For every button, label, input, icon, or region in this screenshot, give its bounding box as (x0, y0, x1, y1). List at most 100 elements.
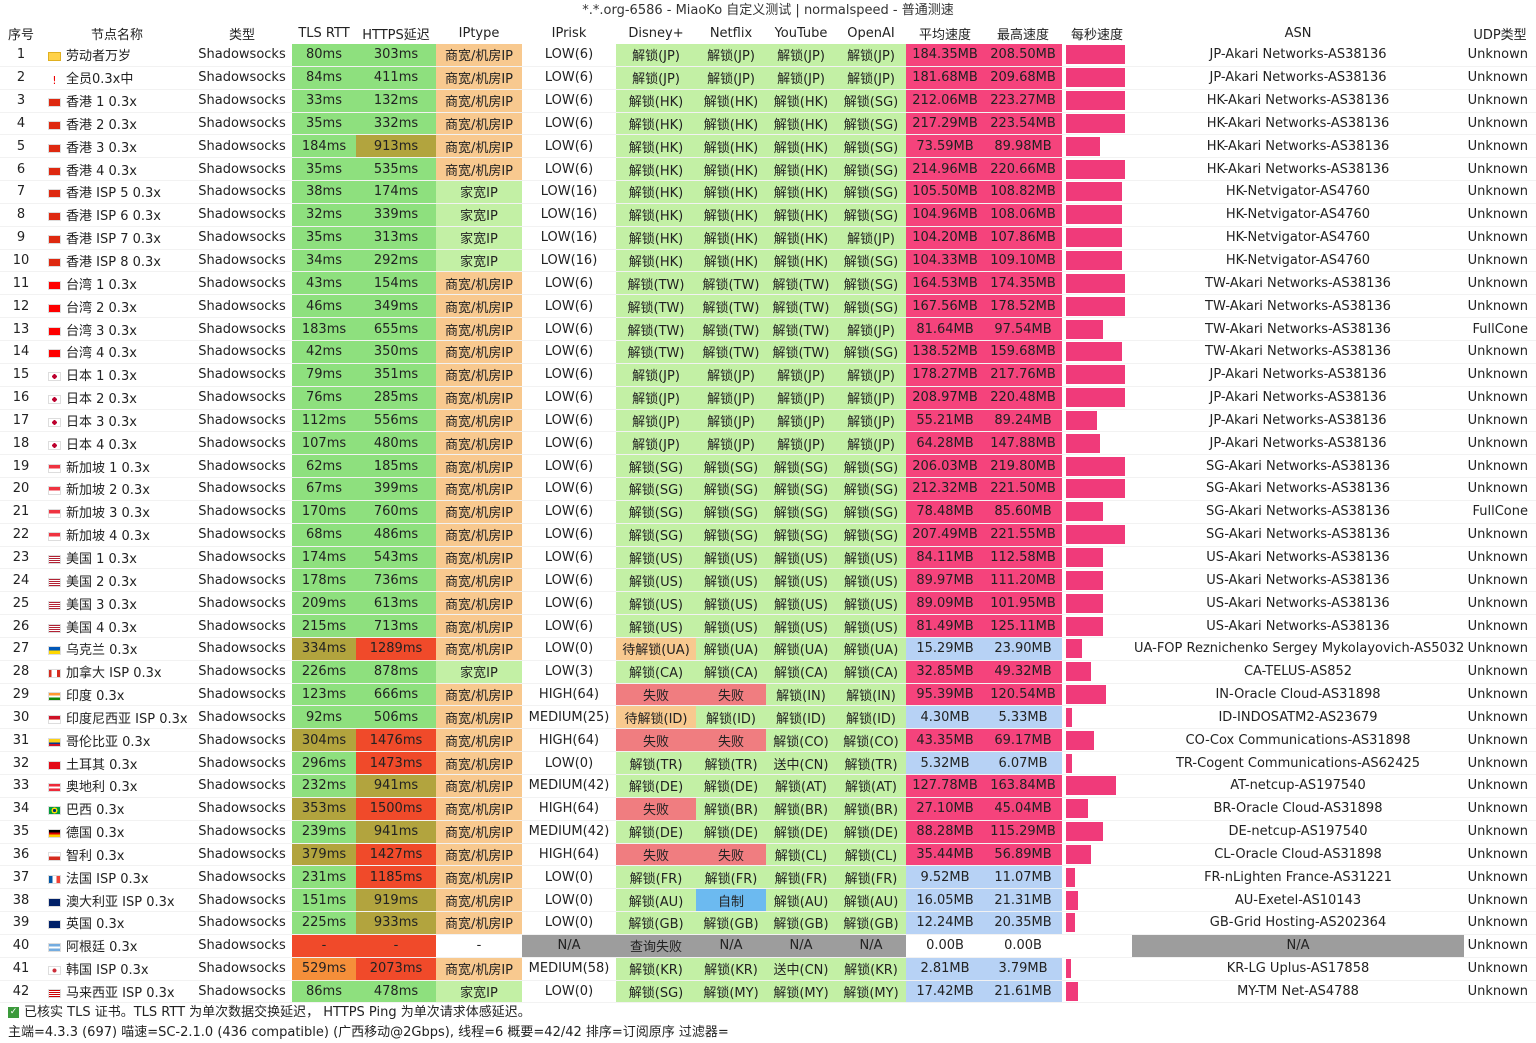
cell-type: Shadowsocks (192, 660, 292, 684)
cell-id: 2 (0, 66, 42, 90)
cell-iprisk: LOW(6) (522, 500, 616, 524)
col-header-openai[interactable]: OpenAI (847, 25, 895, 41)
table-row[interactable]: 26 美国 4 0.3x Shadowsocks 215ms 713ms 商宽/机房IP L… (0, 614, 1536, 638)
col-header-tls-rtt[interactable]: TLS RTT (298, 25, 350, 41)
table-row[interactable]: 11 台湾 1 0.3x Shadowsocks 43ms 154ms 商宽/机房IP LO… (0, 271, 1536, 296)
cell-tls-rtt-text: 62ms (306, 458, 342, 474)
col-header-max-speed[interactable]: 最高速度 (996, 27, 1049, 43)
table-row[interactable]: 32 土耳其 0.3x Shadowsocks 296ms 1473ms 商宽/机房IP L… (0, 751, 1536, 775)
table-row[interactable]: 7 香港 ISP 5 0.3x Shadowsocks 38ms 174ms 家宽IP LO… (0, 180, 1536, 204)
table-row[interactable]: 3 香港 1 0.3x Shadowsocks 33ms 132ms 商宽/机房IP LOW… (0, 89, 1536, 113)
cell-iprisk: LOW(6) (522, 614, 616, 638)
table-row[interactable]: 24 美国 2 0.3x Shadowsocks 178ms 736ms 商宽/机房IP L… (0, 568, 1536, 593)
per-second-speed-bar (1066, 433, 1101, 453)
cell-youtube: 解锁(UA) (766, 637, 836, 661)
col-header-avg-speed[interactable]: 平均速度 (918, 27, 971, 43)
table-row[interactable]: 29 印度 0.3x Shadowsocks 123ms 666ms 商宽/机房IP HIG… (0, 683, 1536, 707)
table-row[interactable]: 12 台湾 2 0.3x Shadowsocks 46ms 349ms 商宽/机房IP LO… (0, 294, 1536, 319)
table-row[interactable]: 30 印度尼西亚 ISP 0.3x Shadowsocks 92ms 506ms 商宽/机… (0, 705, 1536, 730)
table-row[interactable]: 39 英国 0.3x Shadowsocks 225ms 933ms 商宽/机房IP LOW… (0, 911, 1536, 935)
table-row[interactable]: 42 马来西亚 ISP 0.3x Shadowsocks 86ms 478ms 家宽IP L… (0, 980, 1536, 1004)
col-header-iptype[interactable]: IPtype (458, 25, 500, 41)
table-row[interactable]: 36 智利 0.3x Shadowsocks 379ms 1427ms 商宽/机房IP HI… (0, 843, 1536, 867)
cell-node-name-text: 英国 0.3x (66, 917, 125, 933)
col-header-name[interactable]: 节点名称 (90, 27, 143, 43)
table-row[interactable]: 41 韩国 ISP 0.3x Shadowsocks 529ms 2073ms 商宽/机房… (0, 957, 1536, 981)
table-row[interactable]: 2! 全员0.3x中 Shadowsocks 84ms 411ms 商宽/机房IP LOW(… (0, 66, 1536, 90)
table-row[interactable]: 31 哥伦比亚 0.3x Shadowsocks 304ms 1476ms 商宽/机房IP… (0, 728, 1536, 753)
cell-iprisk-text: LOW(6) (544, 115, 594, 131)
cell-disney: 解锁(HK) (616, 226, 696, 250)
col-header-per-second[interactable]: 每秒速度 (1070, 27, 1123, 43)
cell-asn-text: JP-Akari Networks-AS38136 (1209, 435, 1387, 451)
table-row[interactable]: 19 新加坡 1 0.3x Shadowsocks 62ms 185ms 商宽/机房IP L… (0, 454, 1536, 479)
table-row[interactable]: 13 台湾 3 0.3x Shadowsocks 183ms 655ms 商宽/机房IP L… (0, 317, 1536, 341)
table-row[interactable]: 16 日本 2 0.3x Shadowsocks 76ms 285ms 商宽/机房IP LO… (0, 386, 1536, 410)
table-row[interactable]: 4 香港 2 0.3x Shadowsocks 35ms 332ms 商宽/机房IP LOW… (0, 112, 1536, 136)
table-row[interactable]: 21 新加坡 3 0.3x Shadowsocks 170ms 760ms 商宽/机房IP… (0, 500, 1536, 524)
cell-netflix: 解锁(SG) (696, 523, 766, 547)
cell-id-text: 9 (16, 230, 26, 246)
cell-avg-speed: 217.29MB (906, 112, 984, 136)
cell-youtube: 解锁(FR) (766, 865, 836, 890)
col-header-https-latency[interactable]: HTTPS延迟 (362, 27, 430, 43)
cell-asn: BR-Oracle Cloud-AS31898 (1132, 797, 1464, 821)
cell-https-latency-text: 185ms (373, 458, 419, 474)
cell-tls-rtt-text: 170ms (301, 504, 347, 520)
table-row[interactable]: 38 澳大利亚 ISP 0.3x Shadowsocks 151ms 919ms 商宽/机… (0, 888, 1536, 913)
cell-youtube: 解锁(AT) (766, 774, 836, 798)
per-second-speed-bar (1066, 525, 1125, 545)
cell-iptype: 商宽/机房IP (436, 44, 522, 67)
gb-flag-icon (48, 920, 61, 930)
table-row[interactable]: 9 香港 ISP 7 0.3x Shadowsocks 35ms 313ms 家宽IP LO… (0, 226, 1536, 250)
col-header-iprisk[interactable]: IPrisk (551, 25, 587, 41)
col-header-udp[interactable]: UDP类型 (1473, 27, 1527, 43)
table-row[interactable]: 20 新加坡 2 0.3x Shadowsocks 67ms 399ms 商宽/机房IP L… (0, 477, 1536, 501)
cell-disney-text: 解锁(JP) (632, 437, 680, 453)
col-header-netflix[interactable]: Netflix (709, 25, 753, 41)
col-header-disney[interactable]: Disney+ (628, 25, 684, 41)
cell-node-name: 加拿大 ISP 0.3x (42, 660, 192, 684)
table-row[interactable]: 23 美国 1 0.3x Shadowsocks 174ms 543ms 商宽/机房IP L… (0, 546, 1536, 570)
table-row[interactable]: 27 乌克兰 0.3x Shadowsocks 334ms 1289ms 商宽/机房IP L… (0, 637, 1536, 661)
ua-flag-icon (48, 646, 61, 656)
table-row[interactable]: 37 法国 ISP 0.3x Shadowsocks 231ms 1185ms 商宽/机房… (0, 865, 1536, 890)
table-row[interactable]: 5 香港 3 0.3x Shadowsocks 184ms 913ms 商宽/机房IP LO… (0, 134, 1536, 159)
cell-iprisk-text: LOW(0) (544, 984, 594, 1000)
cell-max-speed-text: 11.07MB (994, 869, 1052, 885)
col-header-id[interactable]: 序号 (7, 27, 34, 43)
cell-iprisk-text: MEDIUM(25) (528, 709, 610, 725)
check-icon: ✓ (8, 1007, 19, 1019)
table-row[interactable]: 14 台湾 4 0.3x Shadowsocks 42ms 350ms 商宽/机房IP LO… (0, 340, 1536, 364)
cell-openai: 解锁(KR) (836, 957, 906, 981)
cell-asn-text: TW-Akari Networks-AS38136 (1205, 275, 1391, 291)
table-row[interactable]: 34 巴西 0.3x Shadowsocks 353ms 1500ms 商宽/机房IP HI… (0, 797, 1536, 821)
col-header-youtube[interactable]: YouTube (774, 25, 828, 41)
cell-disney: 解锁(AU) (616, 888, 696, 913)
table-row[interactable]: 40 阿根廷 0.3x Shadowsocks - - - N/A 查询失败 N/A N/A N/A… (0, 934, 1536, 958)
cell-avg-speed: 15.29MB (906, 637, 984, 661)
table-row[interactable]: 28 加拿大 ISP 0.3x Shadowsocks 226ms 878ms 家宽IP L… (0, 660, 1536, 684)
cell-tls-rtt: 46ms (292, 294, 356, 319)
col-header-type[interactable]: 类型 (228, 27, 255, 43)
table-row[interactable]: 8 香港 ISP 6 0.3x Shadowsocks 32ms 339ms 家宽IP LO… (0, 203, 1536, 227)
table-row[interactable]: 22 新加坡 4 0.3x Shadowsocks 68ms 486ms 商宽/机房IP L… (0, 523, 1536, 547)
cell-iprisk-text: MEDIUM(58) (528, 961, 610, 977)
table-row[interactable]: 10 香港 ISP 8 0.3x Shadowsocks 34ms 292ms 家宽IP L… (0, 249, 1536, 273)
cell-avg-speed: 9.52MB (906, 865, 984, 890)
table-row[interactable]: 17 日本 3 0.3x Shadowsocks 112ms 556ms 商宽/机房IP L… (0, 409, 1536, 433)
table-row[interactable]: 33 奥地利 0.3x Shadowsocks 232ms 941ms 商宽/机房IP ME… (0, 774, 1536, 798)
cell-max-speed: 5.33MB (984, 705, 1062, 730)
col-header-asn[interactable]: ASN (1284, 25, 1312, 41)
cell-https-latency-text: 174ms (373, 184, 419, 200)
cell-https-latency: 535ms (356, 157, 436, 182)
table-row[interactable]: 18 日本 4 0.3x Shadowsocks 107ms 480ms 商宽/机房IP L… (0, 431, 1536, 456)
cell-openai: 解锁(SG) (836, 500, 906, 524)
table-row[interactable]: 35 德国 0.3x Shadowsocks 239ms 941ms 商宽/机房IP MED… (0, 820, 1536, 844)
table-row[interactable]: 25 美国 3 0.3x Shadowsocks 209ms 613ms 商宽/机房IP L… (0, 591, 1536, 616)
table-row[interactable]: 6 香港 4 0.3x Shadowsocks 35ms 535ms 商宽/机房IP LOW… (0, 157, 1536, 182)
per-second-speed-bar (1066, 867, 1076, 887)
table-row[interactable]: 1 劳动者万岁 Shadowsocks 80ms 303ms 商宽/机房IP LOW(6) 解… (0, 44, 1536, 67)
table-row[interactable]: 15 日本 1 0.3x Shadowsocks 79ms 351ms 商宽/机房IP LO… (0, 363, 1536, 387)
cell-disney: 解锁(JP) (616, 44, 696, 67)
